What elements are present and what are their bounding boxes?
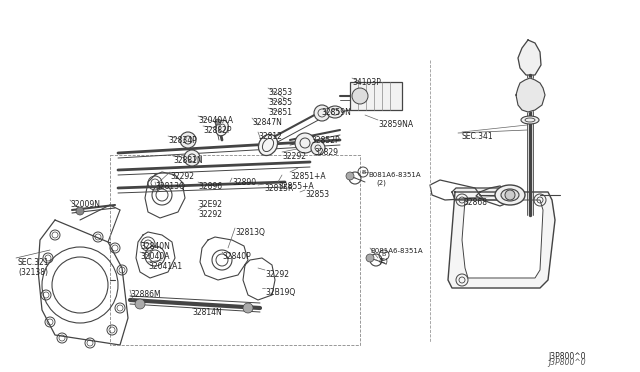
Circle shape — [346, 172, 354, 180]
Text: 32829: 32829 — [314, 148, 338, 157]
Circle shape — [352, 88, 368, 104]
Text: 32812: 32812 — [258, 132, 282, 141]
Ellipse shape — [501, 189, 519, 201]
Text: 32896: 32896 — [198, 182, 222, 191]
Text: 32834P: 32834P — [168, 136, 196, 145]
Polygon shape — [518, 40, 541, 75]
Text: SEC.341: SEC.341 — [462, 132, 493, 141]
Text: 32292: 32292 — [170, 172, 194, 181]
Polygon shape — [516, 78, 545, 112]
Ellipse shape — [216, 120, 228, 136]
Text: 32E92: 32E92 — [198, 200, 222, 209]
Text: B: B — [361, 170, 365, 174]
Text: SEC.321: SEC.321 — [18, 258, 49, 267]
Text: 32840P: 32840P — [222, 252, 251, 261]
Circle shape — [366, 254, 374, 262]
Text: 32851+A: 32851+A — [290, 172, 326, 181]
Text: 32040A: 32040A — [140, 252, 170, 261]
Text: 32B19Q: 32B19Q — [265, 288, 295, 297]
Text: 32855+A: 32855+A — [278, 182, 314, 191]
Bar — [350, 82, 402, 110]
Text: 32859NA: 32859NA — [378, 120, 413, 129]
Ellipse shape — [327, 106, 343, 118]
Text: 32813Q: 32813Q — [155, 182, 185, 191]
Text: 32813Q: 32813Q — [235, 228, 265, 237]
Text: J3P800^0: J3P800^0 — [548, 358, 586, 367]
Circle shape — [135, 299, 145, 309]
Text: 32881N: 32881N — [173, 156, 203, 165]
Circle shape — [314, 105, 330, 121]
Text: 32847N: 32847N — [252, 118, 282, 127]
Text: (E): (E) — [378, 258, 388, 264]
Polygon shape — [448, 192, 555, 288]
Circle shape — [76, 207, 84, 215]
Text: 32890: 32890 — [232, 178, 256, 187]
Text: 32815R: 32815R — [264, 184, 293, 193]
Text: 32009N: 32009N — [70, 200, 100, 209]
Polygon shape — [476, 186, 510, 206]
Text: 32292: 32292 — [282, 152, 306, 161]
Text: 32041A1: 32041A1 — [148, 262, 182, 271]
Polygon shape — [462, 200, 543, 278]
Text: J3P800^0: J3P800^0 — [548, 352, 586, 361]
Text: 32852P: 32852P — [311, 136, 340, 145]
Text: 32814N: 32814N — [192, 308, 221, 317]
Polygon shape — [452, 188, 504, 200]
Ellipse shape — [495, 185, 525, 205]
Text: 32855: 32855 — [268, 98, 292, 107]
Text: B081A6-8351A: B081A6-8351A — [368, 172, 420, 178]
Text: 32040AA: 32040AA — [198, 116, 233, 125]
Text: 32853: 32853 — [305, 190, 329, 199]
Text: (2): (2) — [376, 180, 386, 186]
Text: 32859N: 32859N — [321, 108, 351, 117]
Circle shape — [180, 132, 196, 148]
Circle shape — [295, 133, 315, 153]
Text: B081A6-8351A: B081A6-8351A — [370, 248, 422, 254]
Text: 32853: 32853 — [268, 88, 292, 97]
Text: 32886M: 32886M — [130, 290, 161, 299]
Text: 32840N: 32840N — [140, 242, 170, 251]
Ellipse shape — [259, 134, 278, 155]
Circle shape — [311, 141, 325, 155]
Circle shape — [243, 303, 253, 313]
Ellipse shape — [521, 116, 539, 124]
Text: B: B — [382, 253, 386, 257]
Text: 32851: 32851 — [268, 108, 292, 117]
Text: (32138): (32138) — [18, 268, 48, 277]
Circle shape — [505, 190, 515, 200]
Text: 32868: 32868 — [463, 198, 487, 207]
Text: 32292: 32292 — [198, 210, 222, 219]
Text: 34103P: 34103P — [352, 78, 381, 87]
Circle shape — [215, 119, 221, 125]
Circle shape — [184, 150, 200, 166]
Text: 32882P: 32882P — [203, 126, 232, 135]
Text: 32292: 32292 — [265, 270, 289, 279]
